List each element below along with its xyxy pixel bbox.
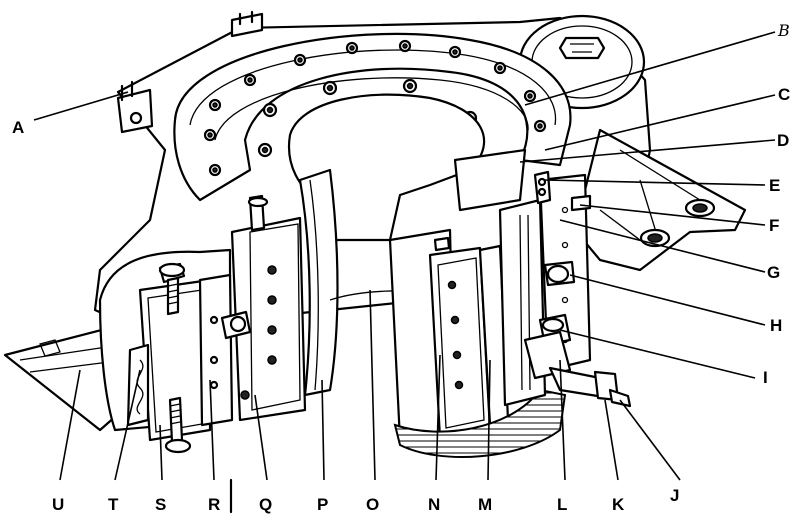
label-m: M xyxy=(478,495,492,514)
labels: A B C D E F G H I J K L M N O P Q R S T … xyxy=(12,21,790,514)
label-g: G xyxy=(767,263,780,282)
label-i: I xyxy=(763,368,768,387)
bolt-bottom xyxy=(164,396,192,454)
block-l xyxy=(523,330,572,380)
label-o: O xyxy=(366,495,379,514)
label-l: L xyxy=(557,495,567,514)
label-q: Q xyxy=(259,495,272,514)
left-section xyxy=(98,168,339,454)
label-r: R xyxy=(208,495,220,514)
bolt-top xyxy=(158,262,186,316)
flange-ring xyxy=(173,32,572,242)
hex-nut-top xyxy=(558,36,606,60)
label-n: N xyxy=(428,495,440,514)
label-f: F xyxy=(769,216,779,235)
label-j: J xyxy=(670,486,679,505)
column-r xyxy=(198,273,234,427)
label-s: S xyxy=(155,495,166,514)
outer-ring-bolts xyxy=(203,39,547,177)
tip-j xyxy=(608,388,632,408)
label-k: K xyxy=(612,495,625,514)
lining-p xyxy=(298,168,339,397)
label-e: E xyxy=(769,176,780,195)
label-c: C xyxy=(778,85,790,104)
label-a: A xyxy=(12,118,24,137)
label-t: T xyxy=(108,495,119,514)
right-bracket xyxy=(573,128,747,272)
leader-lines xyxy=(33,31,776,481)
label-b: B xyxy=(777,21,790,40)
label-p: P xyxy=(317,495,328,514)
label-u: U xyxy=(52,495,64,514)
label-h: H xyxy=(770,316,782,335)
label-d: D xyxy=(777,131,789,150)
